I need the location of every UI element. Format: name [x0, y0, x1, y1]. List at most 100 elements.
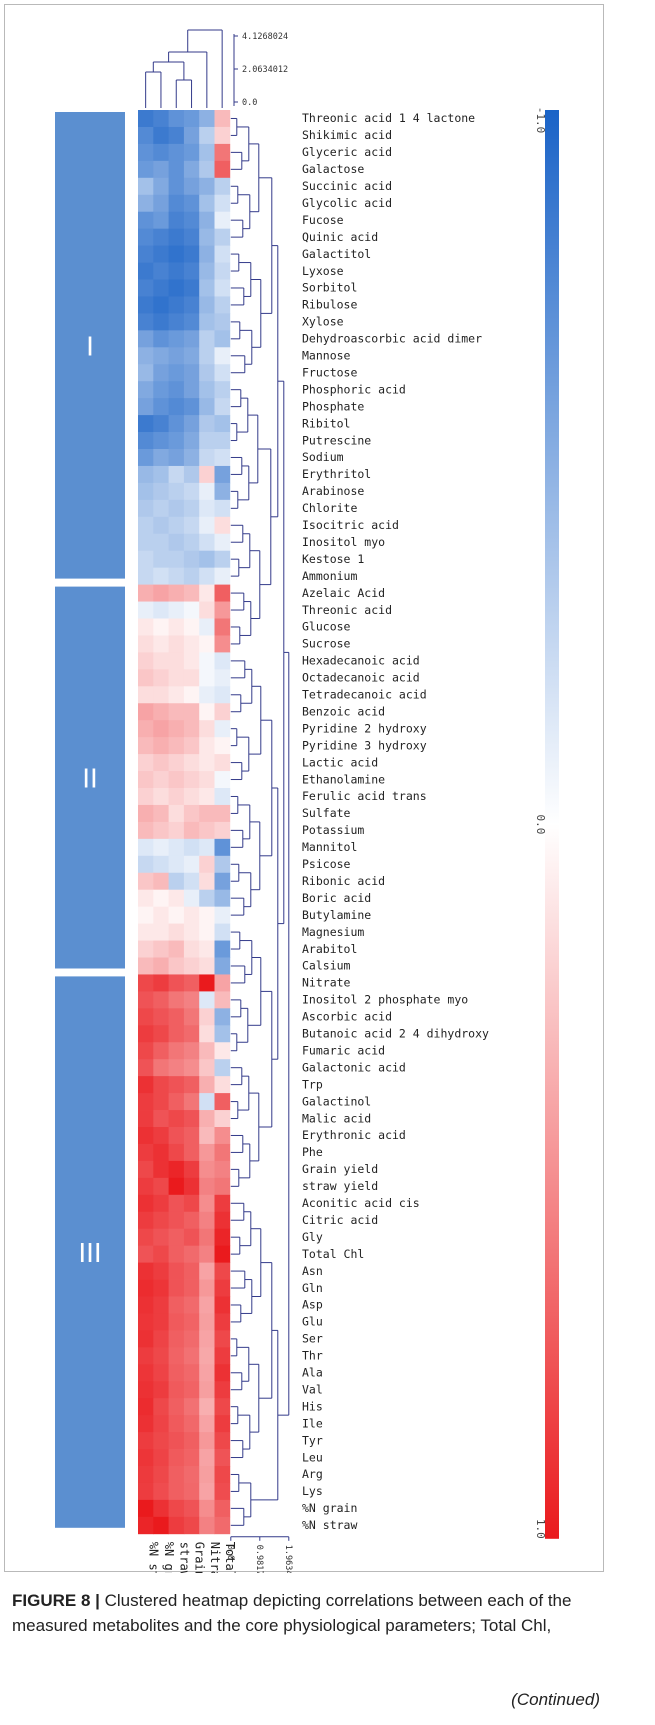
row-label: Thr	[302, 1349, 323, 1363]
heatmap-cell	[168, 279, 185, 297]
heatmap-cell	[199, 211, 215, 230]
heatmap-cell	[138, 279, 154, 297]
heatmap-cell	[214, 499, 231, 518]
heatmap-cell	[153, 1449, 169, 1467]
heatmap-cell	[153, 211, 169, 230]
heatmap-cell	[183, 1211, 200, 1230]
row-label: Sorbitol	[302, 281, 357, 295]
heatmap-cell	[214, 635, 231, 653]
heatmap-cell	[153, 296, 169, 314]
heatmap-cell	[214, 601, 231, 619]
heatmap-cell	[138, 245, 154, 263]
heatmap-cell	[183, 143, 200, 162]
heatmap-cell	[214, 686, 231, 704]
heatmap-cell	[138, 669, 154, 687]
heatmap-cell	[168, 194, 185, 213]
heatmap-cell	[138, 432, 154, 450]
heatmap-cell	[183, 364, 200, 382]
row-label: Threonic acid 1 4 lactone	[302, 111, 475, 125]
heatmap-cell	[183, 838, 200, 857]
heatmap-cell	[183, 194, 200, 213]
heatmap-cell	[138, 957, 154, 975]
heatmap-cell	[214, 1228, 231, 1247]
heatmap-cell	[138, 771, 154, 789]
column-label: %N straw	[147, 1542, 161, 1573]
row-label: Sucrose	[302, 637, 351, 651]
heatmap-cell	[183, 1398, 200, 1416]
heatmap-cell	[214, 821, 231, 840]
heatmap-cell	[183, 1042, 200, 1060]
heatmap-cell	[153, 245, 169, 263]
heatmap-cell	[214, 415, 231, 433]
row-label: Fumaric acid	[302, 1044, 385, 1058]
heatmap-cell	[138, 449, 154, 467]
column-label: straw yield	[177, 1542, 191, 1573]
heatmap-cell	[199, 1330, 215, 1348]
heatmap-cell	[168, 1245, 185, 1263]
heatmap-cell	[183, 296, 200, 314]
heatmap-cell	[183, 1076, 200, 1094]
heatmap-cell	[199, 889, 215, 908]
heatmap-cell	[138, 482, 154, 501]
heatmap-cell	[183, 635, 200, 653]
heatmap-cell	[183, 1279, 200, 1297]
heatmap-cell	[153, 516, 169, 535]
heatmap-cell	[199, 601, 215, 619]
row-label: Inositol 2 phosphate myo	[302, 993, 468, 1007]
row-label: Citric acid	[302, 1213, 378, 1227]
heatmap-cell	[153, 449, 169, 467]
heatmap-cell	[199, 110, 215, 128]
heatmap-cell	[199, 720, 215, 738]
heatmap-cell	[199, 771, 215, 789]
heatmap-cell	[153, 126, 169, 145]
heatmap-cell	[214, 1449, 231, 1467]
heatmap-cell	[214, 347, 231, 365]
heatmap-cell	[153, 923, 169, 941]
heatmap-cell	[168, 110, 185, 128]
heatmap-cell	[183, 940, 200, 958]
heatmap-cell	[138, 330, 154, 348]
heatmap-cell	[214, 788, 231, 806]
heatmap-cell	[199, 1347, 215, 1365]
heatmap-cell	[214, 398, 231, 416]
row-label: %N straw	[302, 1518, 357, 1532]
heatmap-cell	[168, 821, 185, 840]
heatmap-cell	[138, 1279, 154, 1297]
heatmap-cell	[153, 1008, 169, 1026]
heatmap-cell	[153, 838, 169, 857]
heatmap-cell	[138, 923, 154, 941]
heatmap-cell	[183, 1262, 200, 1280]
heatmap-cell	[214, 754, 231, 772]
row-label: Galactose	[302, 162, 364, 176]
heatmap-cell	[168, 1432, 185, 1450]
heatmap-cell	[168, 364, 185, 382]
heatmap-cell	[168, 415, 185, 433]
heatmap-cell	[168, 211, 185, 230]
heatmap-cell	[199, 872, 215, 891]
heatmap-cell	[214, 1211, 231, 1230]
heatmap-cell	[153, 957, 169, 975]
heatmap-cell	[183, 245, 200, 263]
row-label: Ferulic acid trans	[302, 789, 427, 803]
heatmap-cell	[183, 279, 200, 297]
heatmap-cell	[168, 1143, 185, 1162]
heatmap-cell	[168, 1110, 185, 1128]
heatmap-cell	[214, 1177, 231, 1196]
cluster-label: II	[82, 763, 98, 794]
heatmap-cell	[168, 160, 185, 179]
row-label: His	[302, 1399, 323, 1413]
heatmap-cell	[199, 923, 215, 941]
heatmap-cell	[153, 1466, 169, 1484]
heatmap-cell	[183, 1347, 200, 1365]
heatmap-cell	[199, 1160, 215, 1179]
heatmap-cell	[214, 1415, 231, 1433]
heatmap-cell	[199, 415, 215, 433]
row-label: Pyridine 2 hydroxy	[302, 721, 427, 735]
column-label: Nitrate	[208, 1542, 222, 1573]
heatmap-cell	[138, 1093, 154, 1111]
heatmap-cell	[138, 1076, 154, 1094]
heatmap-cell	[138, 194, 154, 213]
heatmap-cell	[199, 1076, 215, 1094]
dendrogram-axis-label: 1.9634206	[283, 1545, 293, 1573]
heatmap-cell	[168, 432, 185, 450]
